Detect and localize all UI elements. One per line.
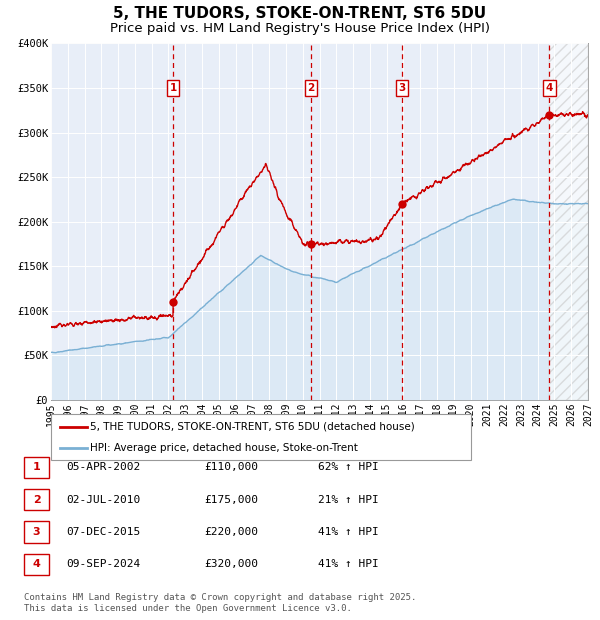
Text: 62% ↑ HPI: 62% ↑ HPI <box>318 463 379 472</box>
Text: 5, THE TUDORS, STOKE-ON-TRENT, ST6 5DU (detached house): 5, THE TUDORS, STOKE-ON-TRENT, ST6 5DU (… <box>90 422 415 432</box>
Text: 4: 4 <box>32 559 41 569</box>
Text: 3: 3 <box>33 527 40 537</box>
Text: 2: 2 <box>33 495 40 505</box>
Text: 41% ↑ HPI: 41% ↑ HPI <box>318 527 379 537</box>
Text: 1: 1 <box>33 463 40 472</box>
Text: £110,000: £110,000 <box>204 463 258 472</box>
Text: Price paid vs. HM Land Registry's House Price Index (HPI): Price paid vs. HM Land Registry's House … <box>110 22 490 35</box>
Text: 07-DEC-2015: 07-DEC-2015 <box>66 527 140 537</box>
Text: £320,000: £320,000 <box>204 559 258 569</box>
Text: 3: 3 <box>398 83 406 93</box>
Text: Contains HM Land Registry data © Crown copyright and database right 2025.
This d: Contains HM Land Registry data © Crown c… <box>24 593 416 613</box>
Text: £175,000: £175,000 <box>204 495 258 505</box>
Text: 1: 1 <box>169 83 176 93</box>
Text: 02-JUL-2010: 02-JUL-2010 <box>66 495 140 505</box>
Text: 09-SEP-2024: 09-SEP-2024 <box>66 559 140 569</box>
Text: 4: 4 <box>545 83 553 93</box>
Text: 5, THE TUDORS, STOKE-ON-TRENT, ST6 5DU: 5, THE TUDORS, STOKE-ON-TRENT, ST6 5DU <box>113 6 487 21</box>
Text: £220,000: £220,000 <box>204 527 258 537</box>
Text: 05-APR-2002: 05-APR-2002 <box>66 463 140 472</box>
Text: HPI: Average price, detached house, Stoke-on-Trent: HPI: Average price, detached house, Stok… <box>90 443 358 453</box>
Text: 21% ↑ HPI: 21% ↑ HPI <box>318 495 379 505</box>
Text: 2: 2 <box>307 83 315 93</box>
Text: 41% ↑ HPI: 41% ↑ HPI <box>318 559 379 569</box>
